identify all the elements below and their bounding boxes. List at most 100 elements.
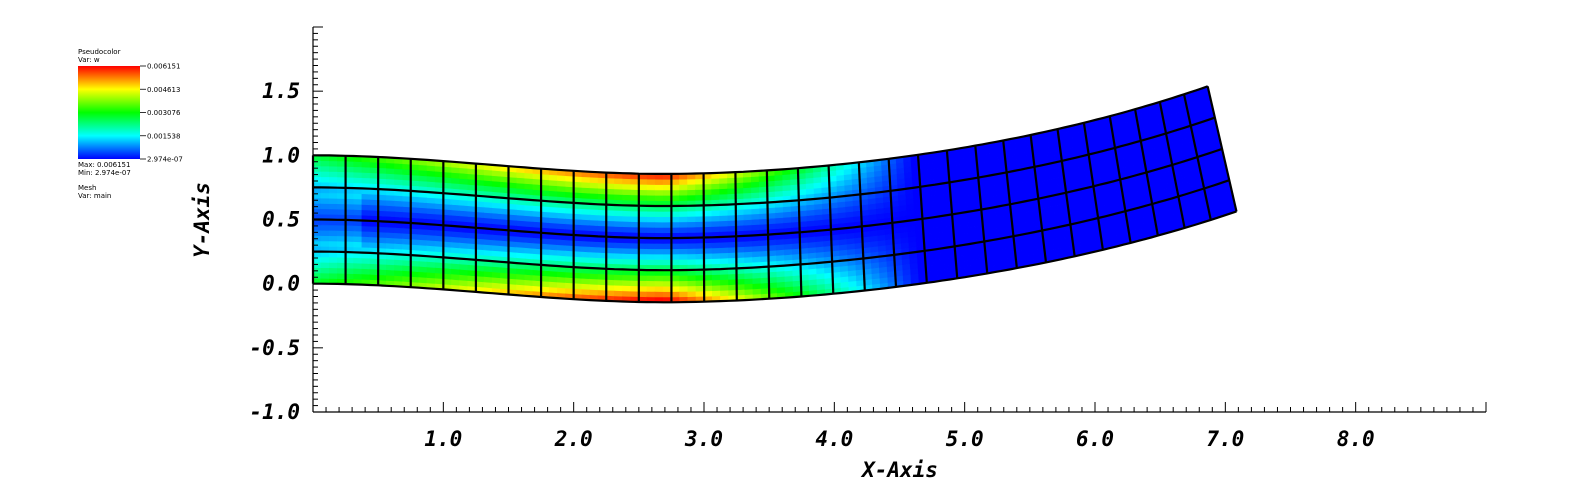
field-cell [711,177,720,185]
field-cell [630,178,640,185]
field-cell [394,168,403,175]
field-cell [671,216,680,223]
field-cell [719,241,729,249]
field-cell [320,197,330,204]
field-cell [597,209,607,216]
field-cell [581,176,591,183]
field-cell [581,213,591,221]
axes: 1.0 2.0 3.0 4.0 5.0 6.0 7.0 8.0 -1.0 -0.5 0.0 0.5 1.… [249,26,1487,451]
field-cell [589,182,599,189]
field-cell [442,182,452,189]
field-cell [774,185,784,192]
field-cell [345,235,355,242]
field-cell [695,189,705,196]
field-cell [735,187,744,194]
field-cell [783,216,792,224]
field-cell [361,204,371,211]
field-cell [557,185,566,193]
field-cell [361,166,371,174]
field-cell [353,235,363,243]
field-cell [743,219,753,226]
mesh-line-transverse [1158,101,1186,229]
field-cell [719,225,729,232]
field-cell [483,281,493,289]
field-cell [654,291,664,298]
field-cell [654,253,664,260]
field-cell [353,273,363,280]
field-cell [540,269,550,277]
colorbar-tick-label: 0.003076 [147,109,181,117]
field-cell [483,238,493,246]
field-cell [557,180,566,187]
field-cell [548,222,558,229]
field-cell [679,189,688,196]
field-cell [540,253,550,261]
field-cell [783,243,793,250]
field-cell [394,237,403,245]
field-cell [475,173,485,181]
field-cell [783,221,793,229]
field-cell [394,227,403,234]
field-cell [622,253,632,260]
field-cell [385,274,395,282]
field-cell [337,160,346,167]
field-cell [646,259,656,266]
field-cell [483,201,493,209]
field-cell [508,181,517,189]
field-cell [630,215,640,223]
field-cell [782,184,792,192]
field-cell [775,222,785,230]
field-cell [565,287,575,295]
field-cell [727,225,737,232]
field-cell [614,252,623,260]
field-cell [394,275,403,282]
field-cell [565,244,575,252]
field-cell [394,210,403,218]
field-cell [434,272,444,280]
field-cell [743,224,753,231]
field-cell [581,277,591,285]
field-cell [614,226,623,233]
field-cell [687,280,697,287]
field-cell [475,184,485,192]
field-cell [800,279,810,287]
field-cell [679,194,688,201]
field-cell [385,231,395,239]
field-cell [605,193,615,200]
field-cell [500,207,509,215]
field-cell [743,176,752,183]
field-cell [671,221,680,228]
field-cell [565,207,575,214]
field-cell [402,259,412,267]
field-cell [775,249,785,256]
field-cell [622,220,632,228]
field-cell [361,236,371,243]
field-cell [418,271,428,278]
field-cell [328,267,338,274]
field-cell [597,273,607,280]
field-cell [557,190,566,198]
field-cell [385,264,395,271]
field-cell [589,246,599,253]
field-cell [410,211,420,219]
field-cell [320,224,330,231]
field-cell [532,274,542,282]
field-cell [727,177,736,184]
field-cell [516,171,526,179]
field-cell [345,208,355,216]
field-cell [328,235,338,242]
field-cell [418,265,428,273]
field-cell [814,219,824,227]
field-cell [687,248,697,255]
field-cell [337,262,346,269]
field-cell [752,272,762,279]
field-cell [813,181,823,189]
field-cell [646,280,656,287]
field-cell [719,257,729,265]
field-cell [337,256,346,264]
field-cell [548,184,558,192]
field-cell [385,226,395,234]
field-cell [589,192,599,200]
field-cell [622,242,632,249]
field-cell [614,290,623,297]
